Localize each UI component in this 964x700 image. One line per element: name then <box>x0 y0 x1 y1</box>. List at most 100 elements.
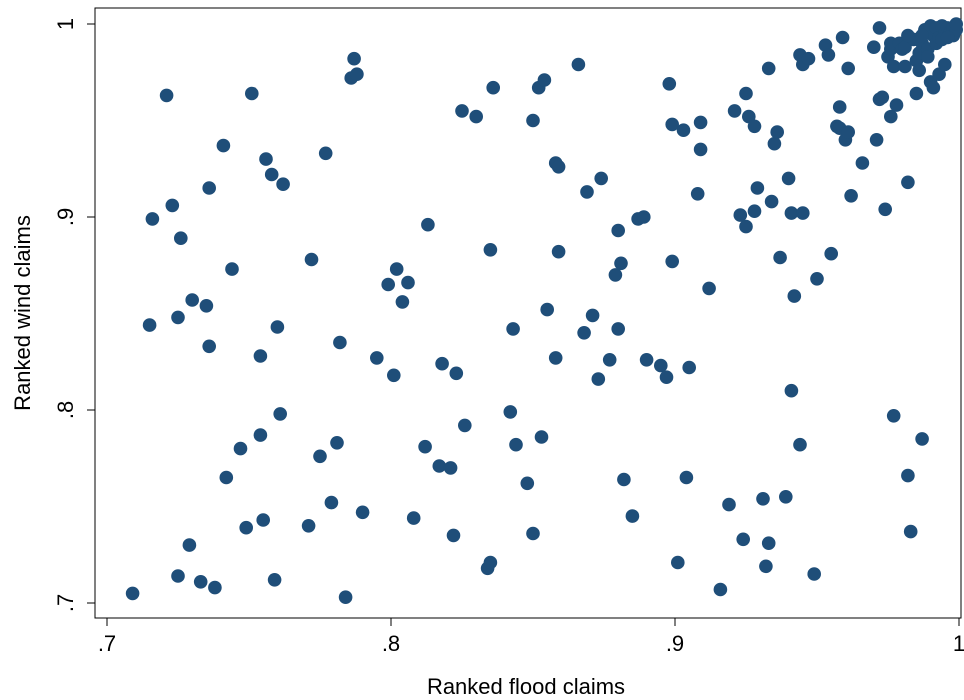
scatter-point <box>233 441 248 456</box>
scatter-point <box>898 59 912 74</box>
scatter-point <box>435 356 449 371</box>
scatter-point <box>338 590 353 604</box>
y-axis-ticks: .7 .8 .9 1 <box>53 18 95 612</box>
scatter-point <box>182 538 197 552</box>
scatter-point <box>483 555 498 570</box>
scatter-point <box>747 119 762 134</box>
scatter-point <box>165 198 180 213</box>
scatter-point <box>793 437 807 452</box>
scatter-point <box>761 536 776 550</box>
scatter-point <box>509 437 523 452</box>
scatter-point <box>824 246 838 261</box>
scatter-point <box>844 189 858 203</box>
scatter-point <box>395 295 410 309</box>
scatter-point <box>526 526 540 541</box>
scatter-point <box>796 206 810 220</box>
scatter-point <box>185 293 199 307</box>
scatter-point <box>625 509 640 523</box>
scatter-point <box>884 109 898 124</box>
scatter-point <box>537 73 552 87</box>
scatter-point <box>506 322 520 336</box>
scatter-point <box>676 123 691 137</box>
scatter-point <box>909 86 924 101</box>
scatter-point <box>665 117 679 132</box>
scatter-point <box>330 436 344 450</box>
scatter-point <box>739 219 753 234</box>
scatter-point <box>773 250 787 265</box>
scatter-point <box>898 40 912 54</box>
scatter-point <box>486 80 501 95</box>
scatter-point <box>449 366 464 381</box>
x-tick-label: .9 <box>666 631 684 656</box>
scatter-point <box>722 497 736 512</box>
scatter-point <box>602 353 617 367</box>
scatter-point <box>216 138 231 153</box>
scatter-point <box>540 302 554 317</box>
scatter-point <box>276 177 290 191</box>
scatter-point <box>253 349 268 363</box>
scatter-point <box>551 244 566 259</box>
scatter-point <box>926 80 941 95</box>
scatter-point <box>901 175 915 190</box>
scatter-point <box>591 372 606 386</box>
scatter-point <box>355 505 370 520</box>
scatter-point <box>779 490 793 504</box>
scatter-point <box>665 254 679 269</box>
scatter-point <box>159 88 174 103</box>
y-axis-title: Ranked wind claims <box>10 215 35 411</box>
scatter-point <box>915 432 929 446</box>
scatter-point <box>784 383 799 398</box>
scatter-point <box>253 428 268 442</box>
scatter-point <box>406 511 421 525</box>
scatter-point <box>534 430 549 444</box>
scatter-point <box>350 67 364 81</box>
scatter-point <box>503 405 518 419</box>
x-tick-label: .8 <box>382 631 400 656</box>
scatter-point <box>125 586 140 601</box>
scatter-point <box>639 353 654 367</box>
scatter-point <box>421 217 435 232</box>
data-points <box>125 17 963 604</box>
scatter-point <box>841 125 855 139</box>
scatter-point <box>690 187 705 201</box>
scatter-point <box>713 582 728 597</box>
scatter-point <box>469 109 484 124</box>
scatter-point <box>432 459 447 473</box>
y-tick-label: 1 <box>53 18 78 30</box>
scatter-point <box>747 204 762 218</box>
scatter-point <box>921 50 935 64</box>
scatter-point <box>387 368 401 383</box>
scatter-point <box>940 30 955 45</box>
scatter-point <box>548 351 563 365</box>
scatter-point <box>659 370 674 385</box>
scatter-point <box>915 28 929 43</box>
scatter-point <box>903 524 918 539</box>
scatter-point <box>347 51 361 66</box>
scatter-point <box>301 519 316 533</box>
scatter-point <box>693 142 708 157</box>
scatter-point <box>389 262 404 276</box>
scatter-point <box>270 320 285 334</box>
plot-frame <box>94 7 962 619</box>
scatter-point <box>781 171 796 186</box>
scatter-point <box>821 48 836 62</box>
scatter-point <box>455 104 469 118</box>
scatter-point <box>901 468 915 483</box>
scatter-point <box>239 520 253 535</box>
y-tick-label: .8 <box>53 401 78 419</box>
scatter-point <box>736 532 750 547</box>
scatter-point <box>202 181 216 195</box>
scatter-point <box>739 86 753 101</box>
x-tick-label: 1 <box>953 631 964 656</box>
scatter-point <box>756 492 770 506</box>
scatter-point <box>318 146 333 161</box>
scatter-point <box>662 77 677 91</box>
scatter-point <box>446 528 461 543</box>
scatter-point <box>381 277 396 292</box>
scatter-point <box>867 40 881 54</box>
scatter-point <box>245 86 259 101</box>
scatter-point <box>637 210 651 224</box>
scatter-point <box>750 181 765 195</box>
scatter-point <box>764 194 779 209</box>
scatter-point <box>901 28 915 43</box>
